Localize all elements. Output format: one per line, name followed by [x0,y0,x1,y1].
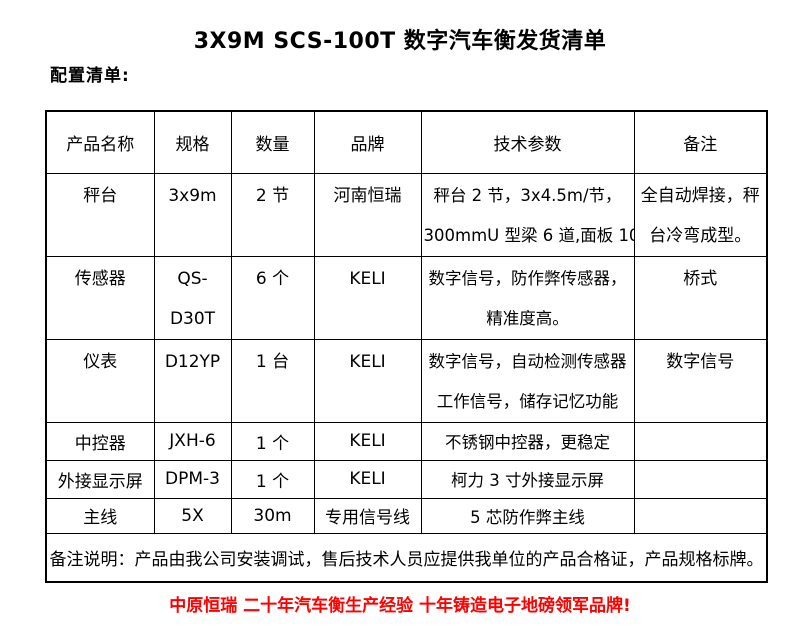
brand-cell: KELI [313,255,422,340]
product-name-cell: 传感器 [45,255,155,340]
brand-cell: KELI [313,459,422,499]
tech-line: 数字信号，自动检测传感器 [428,351,627,371]
tech-cell: 不锈钢中控器，更稳定 [420,421,635,461]
spec-cell: 3x9m [153,172,232,257]
product-name-cell: 中控器 [45,421,155,461]
spec-cell: JXH-6 [153,421,232,461]
table-row: 秤台 3x9m 2 节 河南恒瑞 秤台 2 节，3x4.5m/节， 300mmU… [45,172,768,257]
note-cell: 数字信号 [633,338,768,423]
tech-line: 精准度高。 [486,308,569,328]
brand-cell: KELI [313,338,422,423]
footer-note: 备注说明：产品由我公司安装调试，售后技术人员应提供我单位的产品合格证，产品规格标… [45,532,768,583]
tech-cell: 数字信号，防作弊传感器， 精准度高。 [420,255,635,340]
column-header-tech: 技术参数 [420,110,635,174]
table-row: 传感器 QS-D30T 6 个 KELI 数字信号，防作弊传感器， 精准度高。 … [45,255,768,340]
spec-cell: D12YP [153,338,232,423]
qty-cell: 6 个 [230,255,315,340]
page-title: 3X9M SCS-100T 数字汽车衡发货清单 [193,29,607,54]
column-header-product: 产品名称 [45,110,155,174]
tech-cell: 数字信号，自动检测传感器 工作信号，储存记忆功能 [420,338,635,423]
note-cell: 全自动焊接，秤台冷弯成型。 [633,172,768,257]
column-header-spec: 规格 [153,110,232,174]
note-cell: 桥式 [633,255,768,340]
tech-line: 300mmU 型梁 6 道,面板 10mm [423,225,634,245]
spec-cell: 5X [153,497,232,534]
qty-cell: 1 台 [230,338,315,423]
tech-line: 5 芯防作弊主线 [470,507,585,527]
tech-line: 不锈钢中控器，更稳定 [445,433,610,452]
product-name-cell: 外接显示屏 [45,459,155,499]
column-header-note: 备注 [633,110,768,174]
table-row: 外接显示屏 DPM-3 1 个 KELI 柯力 3 寸外接显示屏 [45,459,768,499]
product-name-cell: 秤台 [45,172,155,257]
tech-cell: 5 芯防作弊主线 [420,497,635,534]
qty-cell: 30m [230,497,315,534]
table-row: 中控器 JXH-6 1 个 KELI 不锈钢中控器，更稳定 [45,421,768,461]
section-label: 配置清单: [50,66,130,86]
qty-cell: 1 个 [230,421,315,461]
brand-cell: 河南恒瑞 [313,172,422,257]
tech-cell: 柯力 3 寸外接显示屏 [420,459,635,499]
qty-cell: 2 节 [230,172,315,257]
product-name-cell: 仪表 [45,338,155,423]
tech-cell: 秤台 2 节，3x4.5m/节， 300mmU 型梁 6 道,面板 10mm [420,172,635,257]
tech-line: 秤台 2 节，3x4.5m/节， [433,185,622,205]
product-name-cell: 主线 [45,497,155,534]
column-header-brand: 品牌 [313,110,422,174]
tech-line: 工作信号，储存记忆功能 [436,391,619,411]
note-cell [633,459,768,499]
note-cell [633,497,768,534]
brand-cell: 专用信号线 [313,497,422,534]
table-row: 主线 5X 30m 专用信号线 5 芯防作弊主线 [45,497,768,534]
table-footer-row: 备注说明：产品由我公司安装调试，售后技术人员应提供我单位的产品合格证，产品规格标… [45,532,768,583]
tech-line: 柯力 3 寸外接显示屏 [451,471,604,490]
qty-cell: 1 个 [230,459,315,499]
spec-cell: DPM-3 [153,459,232,499]
brand-cell: KELI [313,421,422,461]
note-cell [633,421,768,461]
column-header-qty: 数量 [230,110,315,174]
tech-line: 数字信号，防作弊传感器， [428,268,627,288]
spec-cell: QS-D30T [153,255,232,340]
table-row: 仪表 D12YP 1 台 KELI 数字信号，自动检测传感器 工作信号，储存记忆… [45,338,768,423]
slogan-text: 中原恒瑞 二十年汽车衡生产经验 十年铸造电子地磅领军品牌! [169,596,631,616]
packing-list-table: 产品名称 规格 数量 品牌 技术参数 备注 秤台 3x9m 2 节 河南恒瑞 秤… [45,110,768,583]
table-header-row: 产品名称 规格 数量 品牌 技术参数 备注 [45,110,768,174]
